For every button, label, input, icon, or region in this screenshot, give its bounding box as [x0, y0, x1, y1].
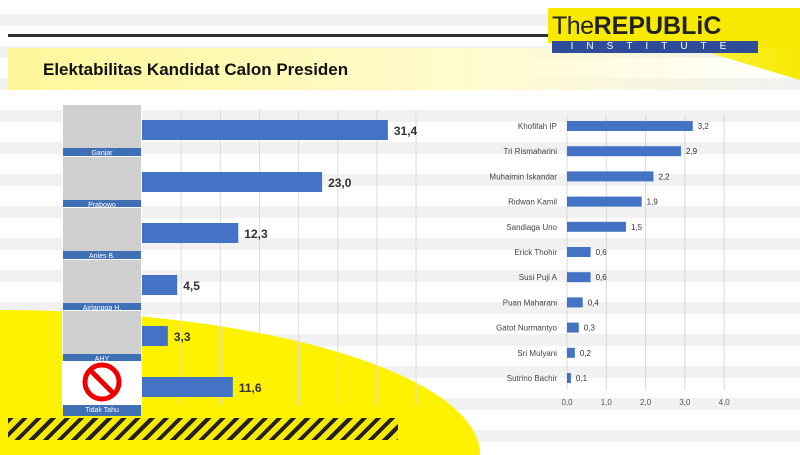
category-label: Erick Thohir [514, 248, 557, 257]
category-label: Susi Puji A [519, 273, 558, 282]
candidate-name: Anies B. [63, 251, 141, 262]
tick-label: 1,0 [601, 398, 613, 407]
category-label: Muhaimin Iskandar [489, 172, 557, 181]
value-label: 0,2 [580, 349, 592, 358]
candidate-name: Tidak Tahu [63, 405, 141, 416]
tick-label: 0,0 [561, 398, 573, 407]
bar [567, 196, 642, 207]
category-label: Sandiaga Uno [506, 223, 557, 232]
value-label: 3,3 [174, 330, 191, 344]
value-label: 1,9 [647, 198, 659, 207]
category-label: Tri Rismaharini [504, 147, 558, 156]
candidate-photo: Anies B. [62, 207, 142, 262]
value-label: 3,2 [698, 122, 710, 131]
candidate-photo: Ganjar [62, 104, 142, 159]
candidate-name: Ganjar [63, 148, 141, 159]
bar [142, 120, 388, 140]
bar [567, 171, 654, 182]
bar [142, 275, 178, 295]
candidate-name: AHY [63, 354, 141, 365]
value-label: 12,3 [244, 227, 268, 241]
value-label: 0,4 [588, 298, 600, 307]
candidate-name: Airlangga H. [63, 303, 141, 314]
value-label: 0,1 [576, 374, 588, 383]
candidate-photo: AHY [62, 310, 142, 365]
bar [567, 146, 681, 157]
value-label: 23,0 [328, 176, 352, 190]
category-label: Puan Maharani [503, 298, 557, 307]
tick-label: 4,0 [719, 398, 731, 407]
bar [567, 347, 575, 358]
candidate-name: Prabowo [63, 200, 141, 211]
value-label: 2,9 [686, 147, 698, 156]
bar [142, 377, 233, 397]
bar [567, 272, 591, 283]
value-label: 4,5 [183, 279, 200, 293]
bar [142, 326, 168, 346]
striped-decoration [8, 418, 398, 440]
bar [567, 297, 583, 308]
value-label: 0,6 [596, 273, 608, 282]
page-title: Elektabilitas Kandidat Calon Presiden [43, 60, 349, 79]
value-label: 0,6 [596, 248, 608, 257]
value-label: 0,3 [584, 324, 596, 333]
bar [142, 223, 239, 243]
bar [567, 247, 591, 257]
category-label: Sutrino Bachir [507, 374, 558, 383]
tick-label: 3,0 [679, 398, 691, 407]
title-band [8, 48, 798, 90]
value-label: 1,5 [631, 223, 643, 232]
no-sign-icon [82, 362, 122, 402]
candidate-photo: Tidak Tahu [62, 361, 142, 416]
category-label: Ridwan Kamil [508, 198, 557, 207]
category-label: Gatot Nurmantyo [496, 324, 557, 333]
bar [567, 373, 571, 383]
category-label: Sri Mulyani [517, 349, 557, 358]
candidate-photo: Prabowo [62, 156, 142, 211]
bar [567, 221, 626, 232]
tick-label: 2,0 [640, 398, 652, 407]
candidate-photo: Airlangga H. [62, 259, 142, 314]
value-label: 2,2 [658, 172, 670, 181]
bar [142, 172, 323, 192]
header-rule [8, 34, 548, 37]
bar [567, 322, 579, 333]
republic-institute-logo: TheREPUBLiC INSTITUTE [552, 12, 758, 53]
category-label: Khofifah IP [518, 122, 557, 131]
value-label: 31,4 [394, 124, 418, 138]
bar [567, 121, 693, 131]
value-label: 11,6 [239, 381, 262, 395]
